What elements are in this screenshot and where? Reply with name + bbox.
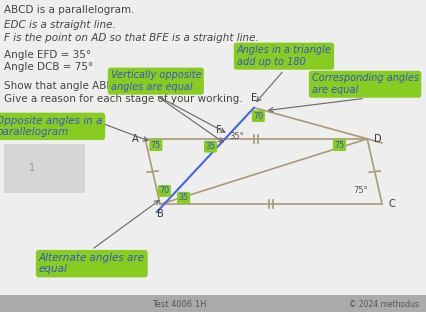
Text: 35: 35 (205, 142, 215, 151)
Text: Give a reason for each stage of your working.: Give a reason for each stage of your wor… (4, 94, 242, 104)
Text: Test 4006 1H: Test 4006 1H (152, 300, 206, 309)
Text: Vertically opposite
angles are equal: Vertically opposite angles are equal (110, 70, 201, 92)
Text: ABCD is a parallelogram.: ABCD is a parallelogram. (4, 5, 135, 15)
Text: 75: 75 (150, 141, 161, 149)
Text: Opposite angles in a
parallelogram: Opposite angles in a parallelogram (0, 115, 102, 137)
Text: A: A (131, 134, 138, 144)
Text: D: D (373, 134, 381, 144)
Text: Angle EFD = 35°: Angle EFD = 35° (4, 50, 91, 60)
FancyBboxPatch shape (4, 144, 85, 193)
Text: Corresponding angles
are equal: Corresponding angles are equal (311, 73, 417, 95)
Text: 1: 1 (29, 163, 35, 173)
Text: EDC is a straight line.: EDC is a straight line. (4, 20, 116, 30)
Text: F: F (216, 125, 221, 135)
Text: Show that angle ABF = 70°: Show that angle ABF = 70° (4, 81, 146, 91)
Text: Alternate angles are
equal: Alternate angles are equal (39, 253, 144, 275)
Text: 70: 70 (159, 187, 169, 195)
Text: Angles in a triangle
add up to 180: Angles in a triangle add up to 180 (236, 45, 331, 67)
Text: B: B (156, 209, 163, 219)
Text: © 2024 methodus: © 2024 methodus (348, 300, 417, 309)
Text: F is the point on AD so that BFE is a straight line.: F is the point on AD so that BFE is a st… (4, 33, 259, 43)
Text: 70: 70 (253, 112, 263, 120)
Text: C: C (388, 199, 395, 209)
Text: E: E (250, 93, 256, 103)
Text: 75: 75 (334, 141, 344, 149)
Text: 35°: 35° (229, 132, 244, 141)
Text: 35: 35 (178, 193, 188, 202)
Text: Angle DCB = 75°: Angle DCB = 75° (4, 62, 93, 72)
Text: 75°: 75° (353, 186, 367, 195)
FancyBboxPatch shape (0, 295, 426, 312)
